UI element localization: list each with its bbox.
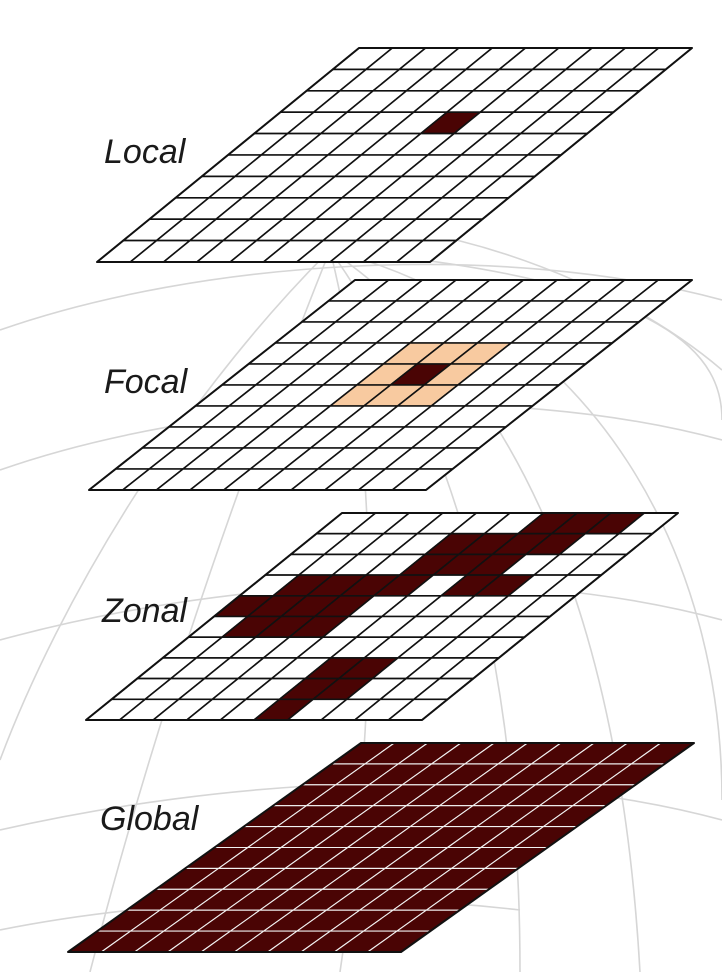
layer-grid	[67, 742, 695, 953]
layer-grid	[85, 512, 679, 721]
layer-label-zonal: Zonal	[101, 592, 188, 630]
grid-outline	[88, 279, 693, 491]
layer-label-local: Local	[104, 133, 187, 171]
globe-meridian	[0, 249, 331, 761]
layer-label-global: Global	[100, 800, 200, 838]
layer-global: Global	[67, 742, 695, 953]
grid-outline	[85, 512, 679, 721]
grid-outline	[67, 742, 695, 953]
layer-zonal: Zonal	[85, 512, 679, 721]
layer-focal: Focal	[88, 279, 693, 491]
layer-grid	[96, 47, 693, 263]
layer-local: Local	[96, 47, 693, 263]
grid-outline	[96, 47, 693, 263]
layer-grid	[88, 279, 693, 491]
layer-label-focal: Focal	[104, 363, 189, 401]
